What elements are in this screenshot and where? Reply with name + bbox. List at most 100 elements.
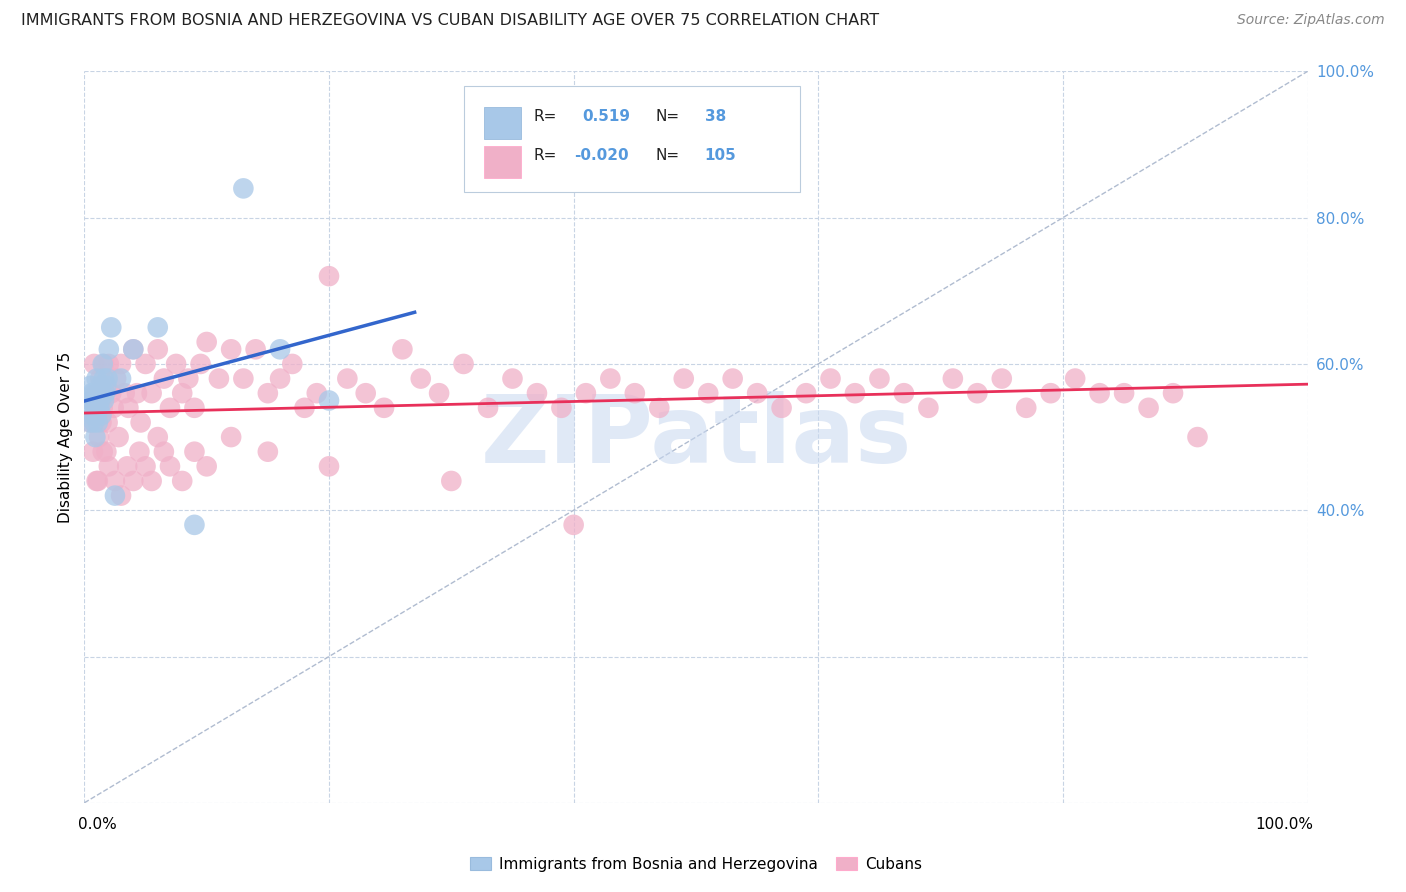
Point [97,416,120,430]
FancyBboxPatch shape [484,107,522,139]
Point [672,371,695,385]
Point [125,386,148,401]
Point [477,401,499,415]
Text: N=: N= [655,148,679,163]
Point [1161,386,1184,401]
Point [122,343,145,357]
Point [427,386,450,401]
Point [82,408,104,422]
Point [526,386,548,401]
Point [562,517,585,532]
Point [86,474,108,488]
Point [146,343,169,357]
Point [1088,386,1111,401]
Point [83,386,105,401]
Point [82,393,104,408]
Point [183,517,205,532]
Point [128,444,150,458]
Point [87,386,110,401]
Point [93,357,115,371]
Y-axis label: Disability Age Over 75: Disability Age Over 75 [58,351,73,523]
Point [90,386,112,401]
Point [103,401,125,415]
Point [232,371,254,385]
Point [453,357,475,371]
Point [153,444,176,458]
Point [232,181,254,195]
Point [991,371,1014,385]
Point [83,357,105,371]
Point [91,401,114,415]
Point [1015,401,1038,415]
Point [110,371,132,385]
Point [96,444,118,458]
Point [100,386,122,401]
Text: IMMIGRANTS FROM BOSNIA AND HERZEGOVINA VS CUBAN DISABILITY AGE OVER 75 CORRELATI: IMMIGRANTS FROM BOSNIA AND HERZEGOVINA V… [21,13,879,29]
Point [79,393,101,408]
Point [1137,401,1160,415]
Text: 0.519: 0.519 [582,109,630,124]
Point [208,371,231,385]
Point [893,386,915,401]
Point [110,489,132,503]
Point [83,416,105,430]
Point [97,371,120,385]
Point [84,401,107,415]
Text: 105: 105 [704,148,737,163]
Point [146,320,169,334]
Point [942,371,965,385]
Point [84,408,107,422]
Text: ZIPatlas: ZIPatlas [481,391,911,483]
Text: 100.0%: 100.0% [1256,817,1313,832]
Point [96,379,118,393]
Point [721,371,744,385]
Point [336,371,359,385]
Point [80,393,103,408]
Point [100,320,122,334]
Point [195,334,218,349]
Point [87,430,110,444]
Point [80,401,103,415]
Point [97,357,120,371]
Point [305,386,328,401]
Point [135,459,157,474]
Point [87,393,110,408]
Point [747,386,769,401]
Point [440,474,463,488]
Point [94,386,117,401]
Legend: Immigrants from Bosnia and Herzegovina, Cubans: Immigrants from Bosnia and Herzegovina, … [464,851,928,878]
Text: 38: 38 [704,109,725,124]
Point [86,371,108,385]
Point [391,343,413,357]
Point [129,416,152,430]
Point [82,444,104,458]
Point [269,371,291,385]
Point [79,416,101,430]
Point [141,474,163,488]
Point [91,444,114,458]
Point [97,459,120,474]
Point [172,474,194,488]
Text: R=: R= [533,148,557,163]
Point [318,459,340,474]
Point [90,416,112,430]
Text: N=: N= [655,109,679,124]
Point [172,386,194,401]
Point [87,474,110,488]
Point [90,408,112,422]
Point [648,401,671,415]
Text: -0.020: -0.020 [574,148,628,163]
Point [318,269,340,284]
FancyBboxPatch shape [484,145,522,178]
Point [79,416,101,430]
Point [195,459,218,474]
Point [917,401,939,415]
Point [257,386,280,401]
Point [820,371,842,385]
Point [93,393,115,408]
Point [318,393,340,408]
Point [89,393,111,408]
Point [219,343,242,357]
Point [141,386,163,401]
Point [624,386,647,401]
